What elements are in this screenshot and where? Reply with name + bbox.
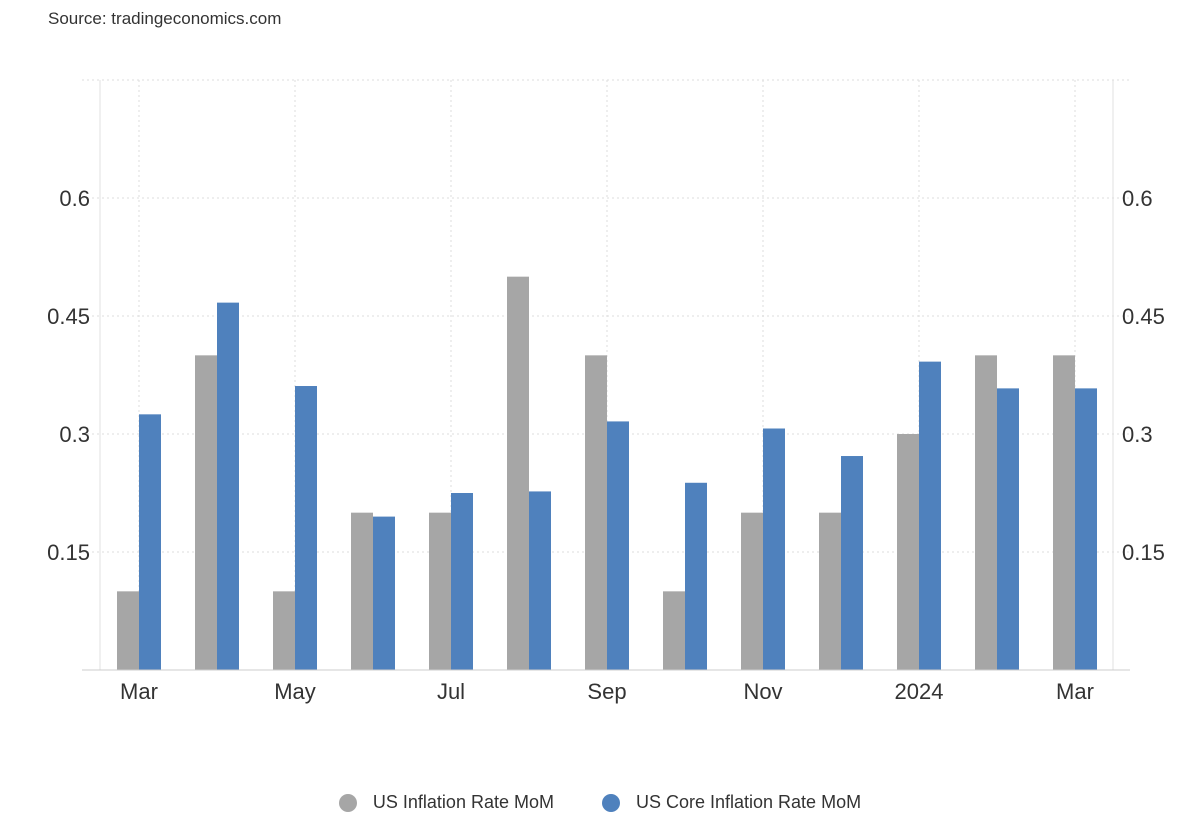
legend: US Inflation Rate MoM US Core Inflation … — [0, 792, 1200, 813]
bar-inflation-11 — [975, 355, 997, 670]
bar-core-2 — [295, 386, 317, 670]
legend-label-core-inflation: US Core Inflation Rate MoM — [635, 792, 862, 812]
bar-core-8 — [763, 428, 785, 670]
bar-core-5 — [529, 491, 551, 670]
bar-core-12 — [1075, 388, 1097, 670]
y-tick-label-left-1: 0.3 — [59, 422, 90, 447]
x-tick-label-10: 2024 — [895, 679, 944, 704]
bar-inflation-2 — [273, 591, 295, 670]
legend-label-inflation: US Inflation Rate MoM — [372, 792, 554, 812]
legend-dot-inflation — [338, 793, 357, 812]
x-tick-label-12: Mar — [1056, 679, 1094, 704]
bar-core-6 — [607, 421, 629, 670]
x-tick-label-0: Mar — [120, 679, 158, 704]
bar-core-1 — [217, 302, 239, 670]
y-tick-label-left-0: 0.15 — [47, 540, 90, 565]
y-tick-label-right-1: 0.3 — [1122, 422, 1153, 447]
bar-inflation-9 — [819, 512, 841, 670]
bar-core-9 — [841, 456, 863, 670]
bar-inflation-5 — [507, 276, 529, 670]
legend-item-inflation[interactable]: US Inflation Rate MoM — [338, 792, 554, 813]
source-label: Source: tradingeconomics.com — [48, 9, 282, 28]
bar-inflation-6 — [585, 355, 607, 670]
legend-item-core-inflation[interactable]: US Core Inflation Rate MoM — [601, 792, 862, 813]
bar-core-4 — [451, 493, 473, 670]
x-tick-label-2: May — [274, 679, 316, 704]
y-tick-label-right-0: 0.15 — [1122, 540, 1165, 565]
x-tick-label-8: Nov — [743, 679, 782, 704]
y-tick-label-left-3: 0.6 — [59, 186, 90, 211]
legend-dot-core-inflation — [601, 793, 620, 812]
bar-core-0 — [139, 414, 161, 670]
x-tick-label-4: Jul — [437, 679, 465, 704]
y-tick-label-left-2: 0.45 — [47, 304, 90, 329]
bar-inflation-8 — [741, 512, 763, 670]
x-tick-label-6: Sep — [587, 679, 626, 704]
bar-inflation-1 — [195, 355, 217, 670]
bar-inflation-0 — [117, 591, 139, 670]
bar-inflation-12 — [1053, 355, 1075, 670]
bar-core-7 — [685, 482, 707, 670]
bar-inflation-7 — [663, 591, 685, 670]
bar-core-10 — [919, 361, 941, 670]
bar-chart: 0.15 0.15 0.3 0.3 0.45 0.45 0.6 0.6 Mar May Jul Sep… — [47, 79, 1165, 704]
bar-inflation-3 — [351, 512, 373, 670]
y-tick-label-right-2: 0.45 — [1122, 304, 1165, 329]
bar-core-11 — [997, 388, 1019, 670]
bar-core-3 — [373, 516, 395, 670]
y-tick-label-right-3: 0.6 — [1122, 186, 1153, 211]
bar-inflation-10 — [897, 434, 919, 670]
bar-inflation-4 — [429, 512, 451, 670]
